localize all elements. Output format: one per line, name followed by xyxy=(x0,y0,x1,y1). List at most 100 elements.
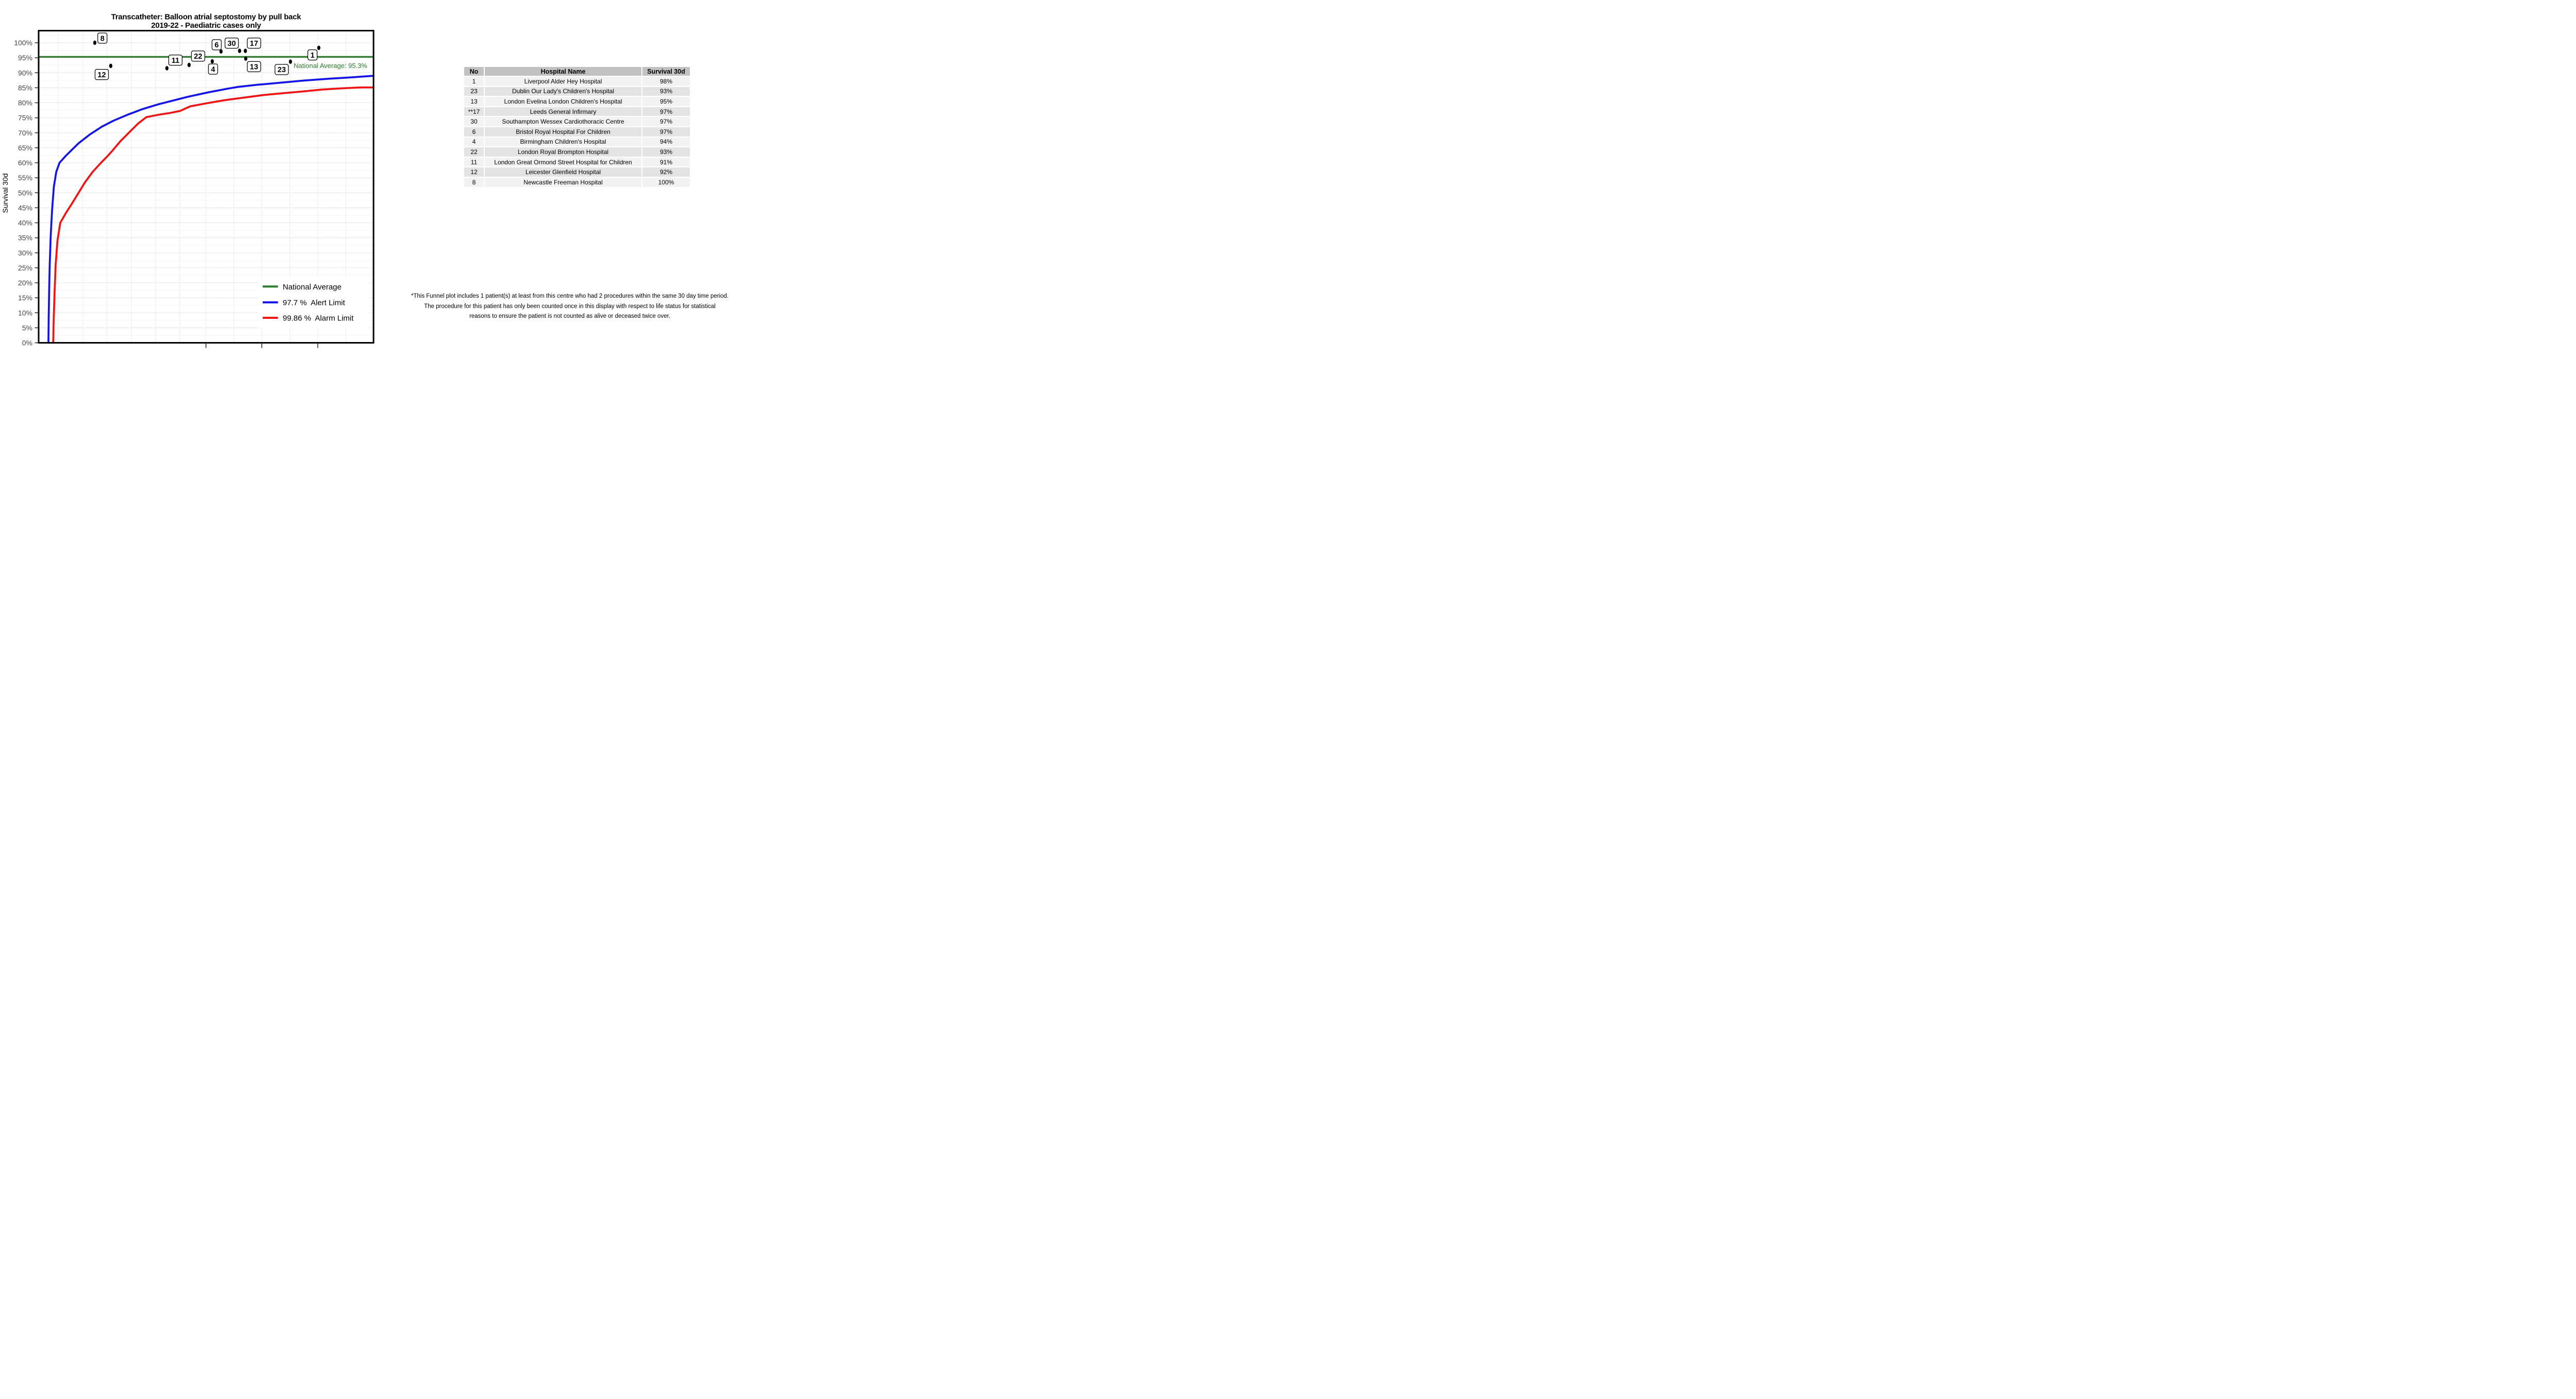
chart-title-line2: 2019-22 - Paediatric cases only xyxy=(151,21,261,30)
cell-hospital-name: Bristol Royal Hospital For Children xyxy=(485,127,641,137)
y-tick-label: 55% xyxy=(18,174,32,182)
y-tick-label: 30% xyxy=(18,249,32,257)
y-tick-label: 25% xyxy=(18,264,32,272)
hospital-survival-table: No Hospital Name Survival 30d 1 Liverpool A… xyxy=(463,66,691,188)
table-header-hospital-name: Hospital Name xyxy=(485,67,641,76)
data-point-13 xyxy=(244,56,248,61)
cell-survival: 97% xyxy=(642,127,690,137)
table-row: 23 Dublin Our Lady's Children's Hospital 9… xyxy=(464,87,690,96)
cell-hospital-name: London Evelina London Children's Hospita… xyxy=(485,97,641,106)
data-point-8 xyxy=(93,40,97,45)
y-tick-label: 75% xyxy=(18,114,32,122)
table-row: 4 Birmingham Children's Hospital 94% xyxy=(464,137,690,147)
point-label-30: 30 xyxy=(228,40,236,48)
grid-layer xyxy=(39,30,374,343)
cell-no: 11 xyxy=(464,157,484,167)
y-tick-label: 95% xyxy=(18,54,32,62)
data-point-22 xyxy=(187,62,191,67)
y-tick-label: 60% xyxy=(18,159,32,167)
data-point-23 xyxy=(289,59,292,64)
point-label-4: 4 xyxy=(211,65,215,74)
legend-label-alert-limit: 97.7 % Alert Limit xyxy=(283,299,346,308)
cell-no: **17 xyxy=(464,107,484,116)
hospital-table-container: No Hospital Name Survival 30d 1 Liverpool A… xyxy=(463,66,691,188)
cell-no: 6 xyxy=(464,127,484,137)
table-row: 13 London Evelina London Children's Hospi… xyxy=(464,97,690,106)
y-tick-label: 65% xyxy=(18,144,32,152)
table-row: 8 Newcastle Freeman Hospital 100% xyxy=(464,177,690,187)
cell-survival: 91% xyxy=(642,157,690,167)
table-row: 12 Leicester Glenfield Hospital 92% xyxy=(464,167,690,177)
y-tick-label: 45% xyxy=(18,203,32,212)
point-label-box-4 xyxy=(208,63,218,75)
y-tick-label: 100% xyxy=(14,39,32,47)
cell-hospital-name: London Great Ormond Street Hospital for … xyxy=(485,157,641,167)
cell-survival: 97% xyxy=(642,107,690,116)
chart-title-line1: Transcatheter: Balloon atrial septostomy… xyxy=(111,13,301,22)
point-label-box-6 xyxy=(211,39,222,50)
table-header-row: No Hospital Name Survival 30d xyxy=(464,67,690,76)
cell-no: 12 xyxy=(464,167,484,177)
alert-limit-curve xyxy=(47,75,375,344)
data-point-30 xyxy=(238,48,242,53)
y-tick-label: 80% xyxy=(18,99,32,107)
y-tick-label: 50% xyxy=(18,189,32,197)
cell-survival: 100% xyxy=(642,177,690,187)
cell-no: 13 xyxy=(464,97,484,106)
point-label-1: 1 xyxy=(310,52,314,60)
cell-hospital-name: Birmingham Children's Hospital xyxy=(485,137,641,147)
cell-no: 8 xyxy=(464,177,484,187)
cell-hospital-name: Leicester Glenfield Hospital xyxy=(485,167,641,177)
point-label-8: 8 xyxy=(100,35,105,43)
cell-no: 30 xyxy=(464,117,484,126)
series-layer xyxy=(39,56,375,344)
table-row: 6 Bristol Royal Hospital For Children 97% xyxy=(464,127,690,137)
cell-survival: 93% xyxy=(642,87,690,96)
cell-hospital-name: Southampton Wessex Cardiothoracic Centre xyxy=(485,117,641,126)
cell-no: 4 xyxy=(464,137,484,147)
chart-legend: National Average 97.7 % Alert Limit 99.8… xyxy=(258,277,369,329)
table-header-no: No xyxy=(464,67,484,76)
point-label-box-12 xyxy=(94,69,109,80)
funnel-plot-page: 0% 5% 10% 15% 20% 25% 30% 35% 40% 45% 50% 55% 60% 65%… xyxy=(0,0,760,350)
data-point-6 xyxy=(219,49,223,54)
table-header-survival: Survival 30d xyxy=(642,67,690,76)
y-axis-title: Survival 30d xyxy=(1,173,9,213)
cell-hospital-name: London Royal Brompton Hospital xyxy=(485,147,641,157)
cell-survival: 94% xyxy=(642,137,690,147)
table-row: 1 Liverpool Alder Hey Hospital 98% xyxy=(464,77,690,86)
cell-survival: 97% xyxy=(642,117,690,126)
cell-hospital-name: Liverpool Alder Hey Hospital xyxy=(485,77,641,86)
footnote-line1: *This Funnel plot includes 1 patient(s) … xyxy=(411,293,729,299)
point-label-box-1 xyxy=(307,49,318,61)
data-point-4 xyxy=(210,59,214,64)
point-label-box-17 xyxy=(247,38,261,49)
point-label-box-11 xyxy=(168,55,183,66)
cell-survival: 92% xyxy=(642,167,690,177)
table-row: **17 Leeds General Infirmary 97% xyxy=(464,107,690,116)
alarm-limit-curve xyxy=(52,86,375,344)
legend-label-alarm-limit: 99.86 % Alarm Limit xyxy=(283,314,354,323)
point-label-box-22 xyxy=(191,50,206,62)
cell-no: 1 xyxy=(464,77,484,86)
y-tick-label: 35% xyxy=(18,234,32,242)
footnote-line3: reasons to ensure the patient is not cou… xyxy=(469,313,670,319)
funnel-plot-chart: 0% 5% 10% 15% 20% 25% 30% 35% 40% 45% 50% 55% 60% 65%… xyxy=(1,13,375,348)
point-label-box-30 xyxy=(225,38,239,49)
national-average-annotation: National Average: 95.3% xyxy=(294,62,367,70)
footnote-line2: The procedure for this patient has only … xyxy=(424,303,716,310)
point-label-box-13 xyxy=(247,61,261,72)
point-label-box-8 xyxy=(97,32,108,44)
cell-no: 22 xyxy=(464,147,484,157)
cell-hospital-name: Newcastle Freeman Hospital xyxy=(485,177,641,187)
data-point-1 xyxy=(317,45,320,50)
data-point-17 xyxy=(244,48,247,53)
cell-survival: 93% xyxy=(642,147,690,157)
cell-survival: 98% xyxy=(642,77,690,86)
point-label-17: 17 xyxy=(250,40,258,48)
point-label-box-23 xyxy=(275,64,289,75)
table-row: 22 London Royal Brompton Hospital 93% xyxy=(464,147,690,157)
y-tick-label: 70% xyxy=(18,129,32,137)
table-row: 11 London Great Ormond Street Hospital fo… xyxy=(464,157,690,167)
y-tick-label: 85% xyxy=(18,83,32,92)
